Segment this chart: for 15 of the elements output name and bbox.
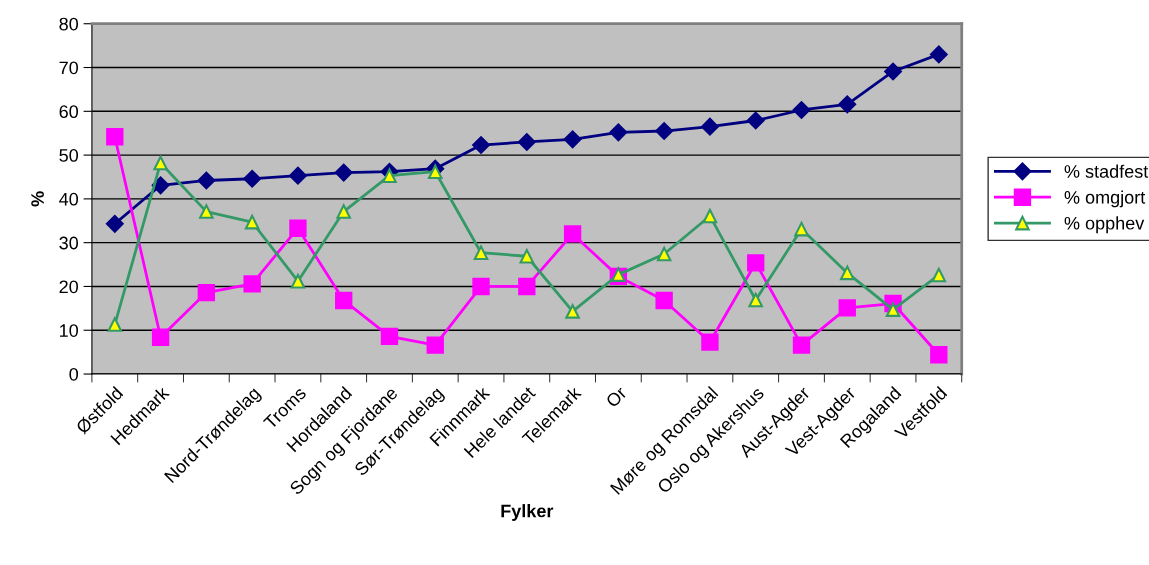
x-axis-title: Fylker bbox=[501, 504, 554, 521]
legend-label: % omgjort bbox=[1064, 190, 1146, 208]
y-tick-label: 0 bbox=[69, 367, 79, 381]
y-tick-label: 80 bbox=[59, 17, 79, 31]
y-tick-label: 20 bbox=[59, 280, 79, 294]
legend-label: % opphev bbox=[1064, 216, 1145, 234]
y-tick-label: 50 bbox=[59, 149, 79, 162]
x-tick-label: Or bbox=[605, 385, 628, 409]
y-tick-label: 10 bbox=[60, 324, 79, 337]
y-axis-title: % bbox=[31, 191, 44, 207]
y-tick-label: 60 bbox=[59, 105, 79, 119]
y-tick-label: 40 bbox=[59, 192, 79, 206]
legend-label: % stadfest bbox=[1064, 164, 1149, 178]
y-tick-label: 70 bbox=[59, 61, 79, 75]
y-tick-label: 30 bbox=[59, 236, 79, 250]
